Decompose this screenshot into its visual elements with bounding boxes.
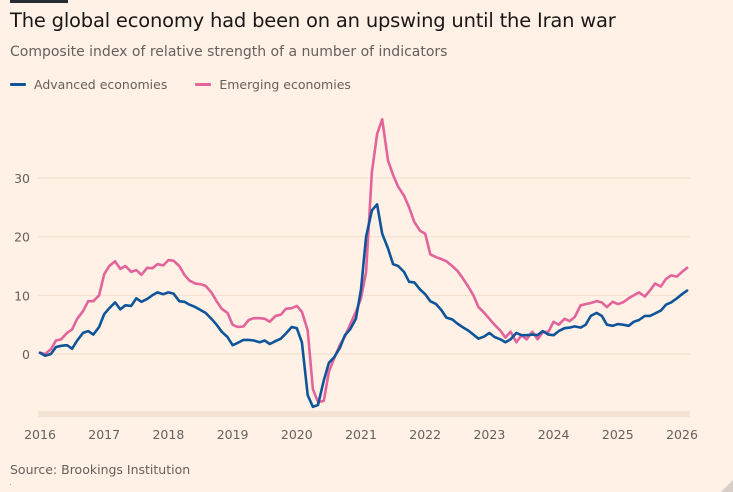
x-tick-label: 2018 [152, 427, 184, 442]
legend: Advanced economies Emerging economies [10, 77, 379, 92]
x-tick-label: 2020 [281, 427, 313, 442]
x-tick-label: 2023 [473, 427, 505, 442]
legend-item-emerging: Emerging economies [195, 77, 351, 92]
resize-corner [721, 480, 733, 492]
legend-item-advanced: Advanced economies [10, 77, 167, 92]
series-lines [38, 118, 689, 409]
legend-label-emerging: Emerging economies [219, 77, 351, 92]
decorative-dot [10, 484, 11, 485]
y-tick-label: 10 [14, 288, 30, 303]
x-tick-label: 2019 [217, 427, 249, 442]
y-tick-label: 0 [22, 347, 30, 362]
x-tick-label: 2021 [345, 427, 377, 442]
y-axis: 0 10 20 30 [14, 171, 30, 362]
series-line-advanced [38, 203, 689, 409]
chart-title: The global economy had been on an upswin… [10, 9, 616, 32]
legend-swatch-emerging [195, 83, 212, 86]
x-tick-label: 2022 [409, 427, 441, 442]
x-axis: 2016 2017 2018 2019 2020 2021 2022 2023 2024 2025… [24, 427, 698, 442]
gridlines [38, 177, 690, 417]
x-tick-label: 2024 [538, 427, 570, 442]
x-tick-label: 2026 [666, 427, 698, 442]
legend-label-advanced: Advanced economies [34, 77, 168, 92]
source-note: Source: Brookings Institution [10, 462, 191, 477]
x-tick-label: 2016 [24, 427, 56, 442]
y-tick-label: 20 [14, 230, 30, 245]
x-tick-label: 2025 [602, 427, 634, 442]
chart-subtitle: Composite index of relative strength of … [10, 44, 448, 60]
brand-accent-bar [10, 0, 68, 3]
y-tick-label: 30 [14, 171, 30, 186]
series-line-emerging [38, 118, 689, 404]
x-tick-label: 2017 [88, 427, 120, 442]
legend-swatch-advanced [10, 83, 26, 86]
